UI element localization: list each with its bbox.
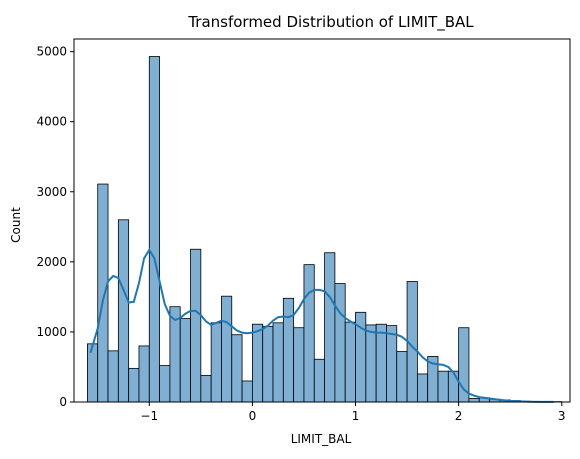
histogram-bar	[469, 398, 479, 402]
histogram-bar	[118, 220, 128, 402]
y-tick-label: 1000	[36, 325, 67, 339]
x-tick-label: 3	[558, 409, 566, 423]
histogram-bar	[417, 374, 427, 402]
histogram-bar	[283, 298, 293, 402]
histogram-bar	[252, 324, 262, 402]
x-tick-label: 2	[455, 409, 463, 423]
histogram-bars	[87, 57, 561, 402]
histogram-bar	[273, 323, 283, 402]
histogram-bar	[304, 265, 314, 402]
histogram-bar	[397, 352, 407, 402]
histogram-bar	[87, 344, 97, 402]
x-tick-label: −1	[140, 409, 158, 423]
y-tick-label: 5000	[36, 45, 67, 59]
y-axis-label: Count	[9, 207, 23, 243]
histogram-bar	[459, 328, 469, 402]
histogram-bar	[376, 324, 386, 402]
histogram-bar	[98, 184, 108, 402]
histogram-bar	[386, 326, 396, 402]
y-tick-label: 0	[59, 395, 67, 409]
histogram-bar	[448, 371, 458, 402]
histogram-bar	[201, 375, 211, 402]
histogram-bar	[242, 381, 252, 402]
histogram-bar	[366, 325, 376, 402]
histogram-bar	[129, 368, 139, 402]
histogram-bar	[221, 296, 231, 402]
histogram-bar	[345, 322, 355, 402]
histogram-bar	[325, 253, 335, 402]
histogram-bar	[211, 323, 221, 402]
histogram-bar	[108, 351, 118, 402]
histogram-bar	[149, 57, 159, 402]
x-tick-label: 1	[352, 409, 360, 423]
histogram-bar	[191, 249, 201, 402]
x-tick-label: 0	[249, 409, 257, 423]
x-axis-label: LIMIT_BAL	[291, 432, 352, 446]
chart-title: Transformed Distribution of LIMIT_BAL	[187, 13, 474, 32]
histogram-bar	[180, 319, 190, 402]
y-tick-label: 3000	[36, 185, 67, 199]
histogram-bar	[294, 328, 304, 402]
histogram-bar	[139, 346, 149, 402]
y-tick-label: 4000	[36, 115, 67, 129]
y-tick-label: 2000	[36, 255, 67, 269]
histogram-bar	[335, 284, 345, 402]
histogram-bar	[263, 326, 273, 402]
histogram-bar	[314, 359, 324, 402]
histogram-bar	[160, 366, 170, 402]
histogram-bar	[232, 335, 242, 402]
histogram-bar	[438, 371, 448, 402]
